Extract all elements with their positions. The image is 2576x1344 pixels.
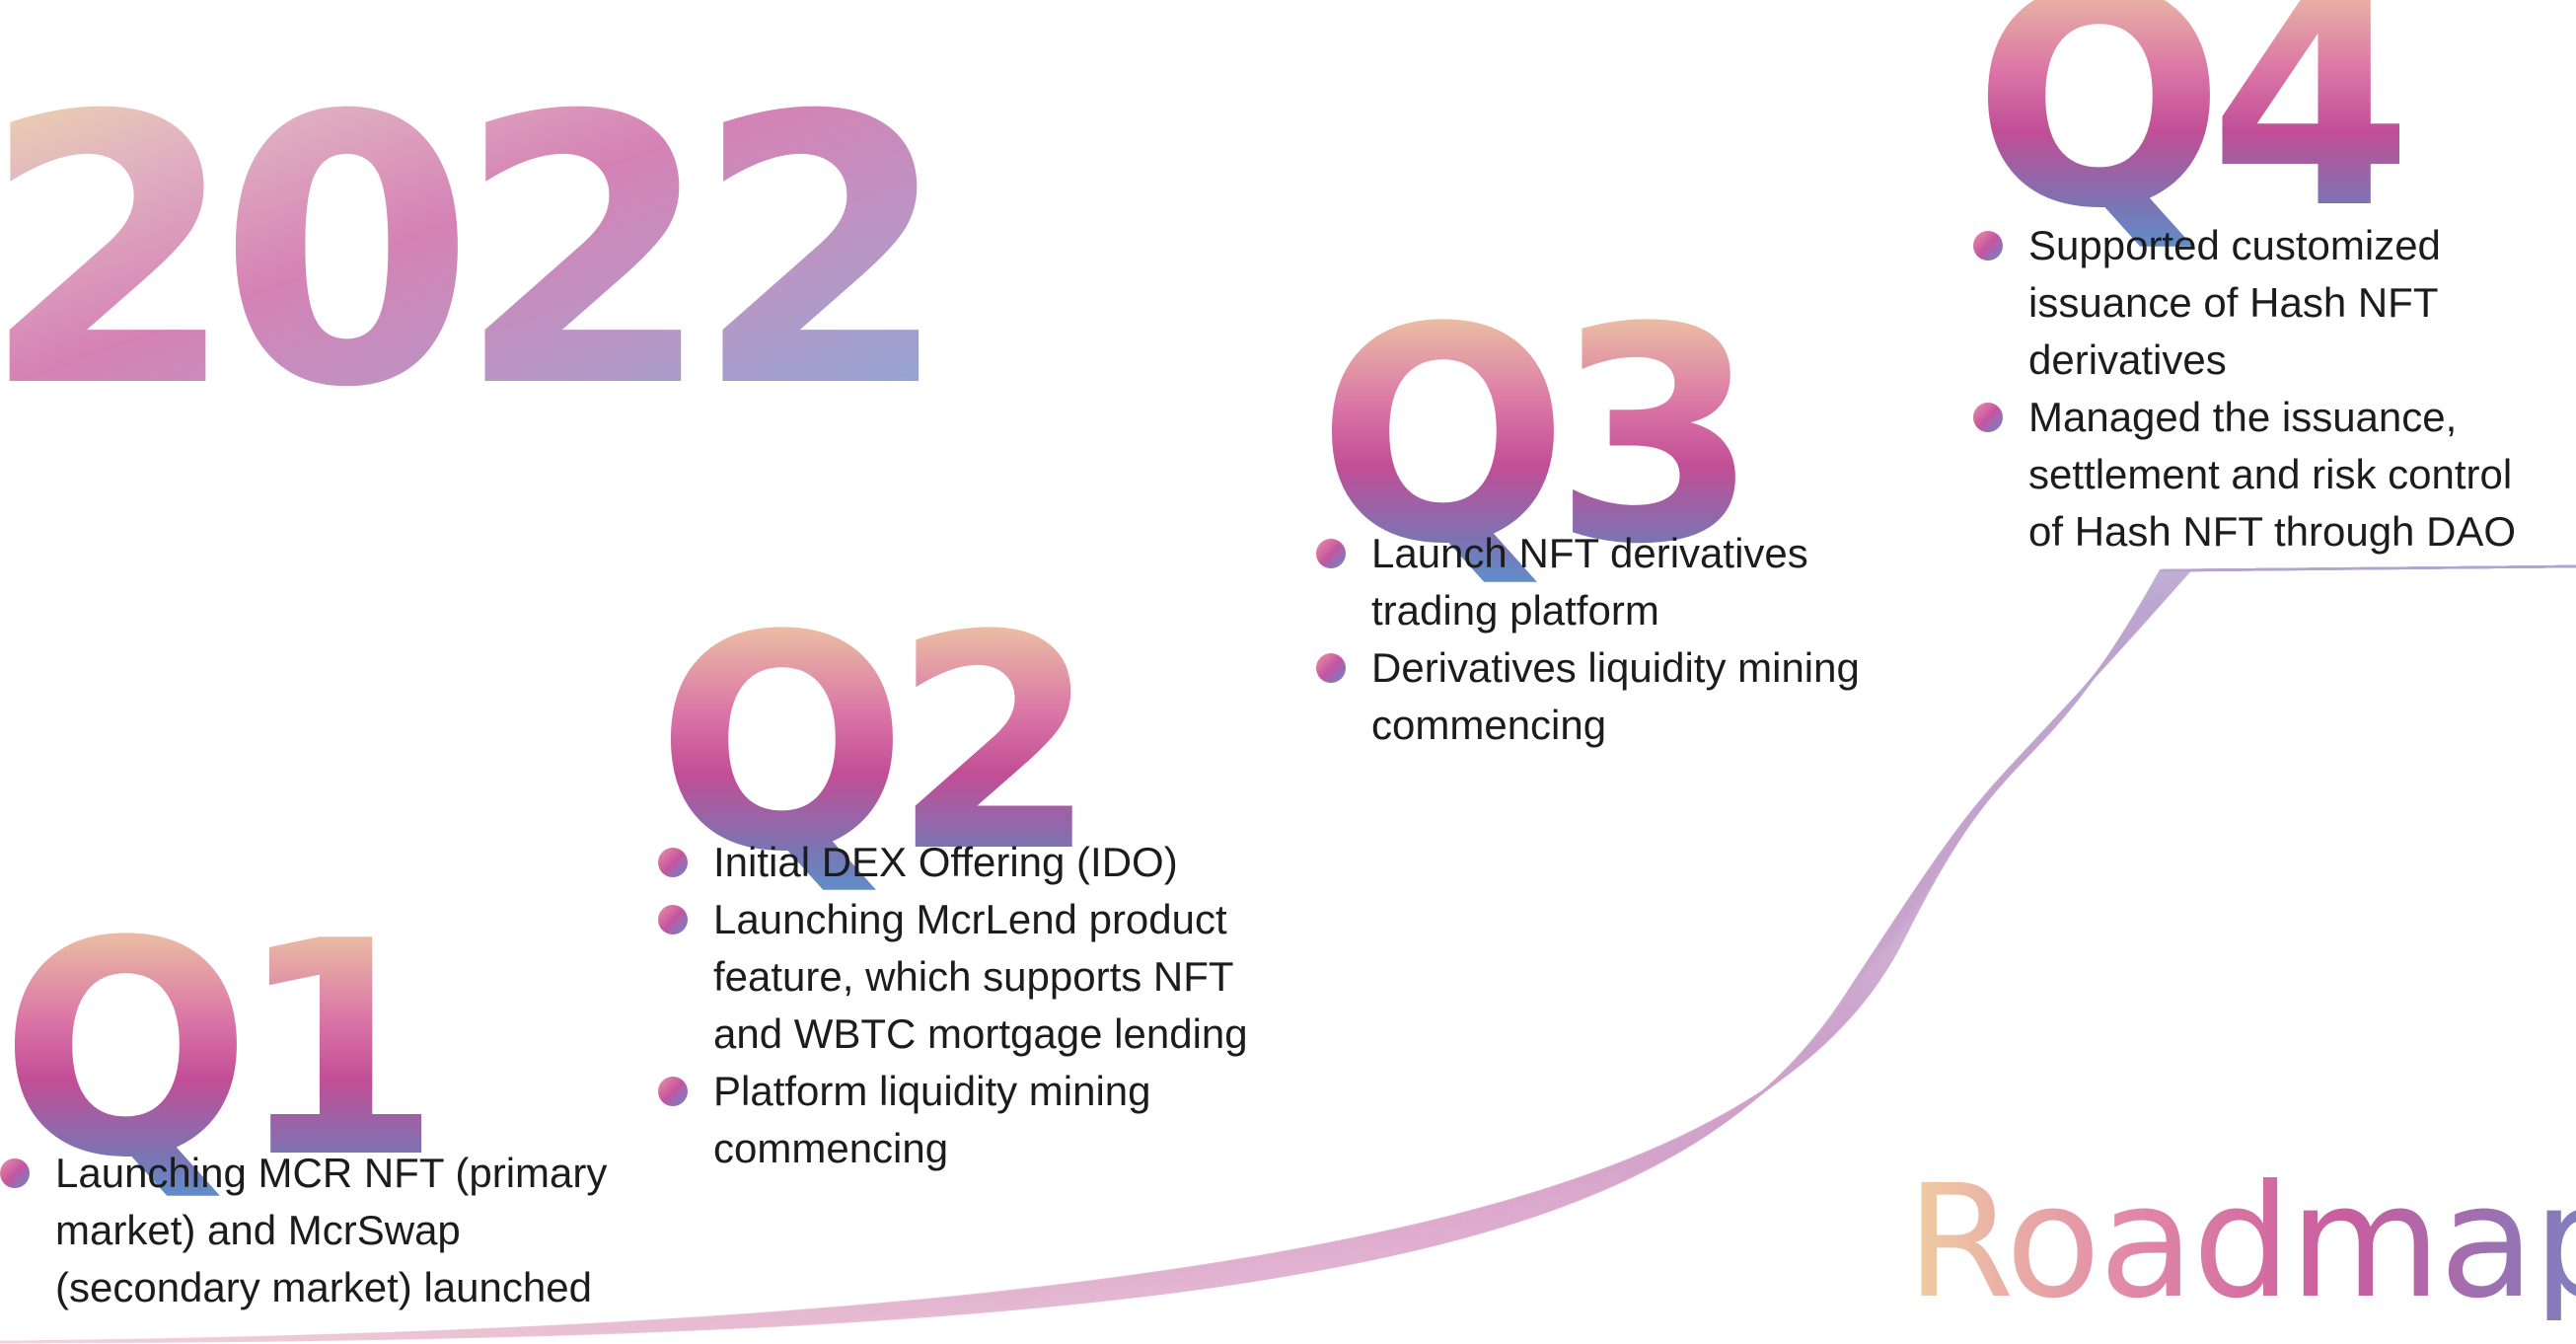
milestone-item: Launch NFT derivatives trading platform (1316, 525, 1860, 639)
milestone-item: Platform liquidity mining commencing (658, 1063, 1248, 1177)
bullet-dot-icon (1973, 403, 2003, 432)
bullet-dot-icon (1973, 231, 2003, 261)
milestone-line: (secondary market) launched (55, 1264, 592, 1310)
milestone-line: Derivatives liquidity mining (1371, 644, 1860, 691)
milestone-line: Initial DEX Offering (IDO) (713, 839, 1178, 885)
milestone-line: issuance of Hash NFT (2028, 279, 2439, 326)
milestone-line: Platform liquidity mining (713, 1068, 1151, 1114)
bullet-dot-icon (658, 848, 688, 877)
curve-lines (0, 564, 2576, 1344)
milestone-item: Derivatives liquidity mining commencing (1316, 639, 1860, 754)
bullet-dot-icon (658, 905, 688, 934)
roadmap-title: Roadmap (1906, 1164, 2576, 1320)
year-heading: 2022 (0, 69, 951, 439)
milestone-item: Managed the issuance, settlement and ris… (1973, 389, 2516, 560)
milestone-line: market) and McrSwap (55, 1207, 461, 1253)
q3-milestone-list: Launch NFT derivatives trading platform … (1316, 525, 1860, 754)
curve-strand (0, 564, 2576, 1344)
bullet-dot-icon (1316, 653, 1346, 683)
milestone-item: Launching McrLend product feature, which… (658, 891, 1248, 1063)
milestone-line: feature, which supports NFT (713, 953, 1234, 1000)
milestone-line: Launching McrLend product (713, 896, 1227, 942)
milestone-item: Supported customized issuance of Hash NF… (1973, 217, 2516, 389)
milestone-item: Launching MCR NFT (primary market) and M… (0, 1145, 607, 1316)
q4-heading: Q4 (1973, 0, 2415, 250)
q2-milestone-list: Initial DEX Offering (IDO) Launching Mcr… (658, 834, 1248, 1177)
milestone-item: Initial DEX Offering (IDO) (658, 834, 1248, 891)
milestone-line: Launch NFT derivatives (1371, 530, 1808, 576)
milestone-line: derivatives (2028, 336, 2227, 383)
milestone-line: commencing (713, 1125, 949, 1171)
q2-heading: Q2 (656, 572, 1098, 917)
milestone-line: trading platform (1371, 587, 1659, 634)
milestone-line: Managed the issuance, (2028, 394, 2458, 440)
milestone-line: and WBTC mortgage lending (713, 1010, 1248, 1057)
milestone-line: of Hash NFT through DAO (2028, 508, 2517, 555)
milestone-line: Launching MCR NFT (primary (55, 1150, 608, 1196)
bullet-dot-icon (0, 1158, 30, 1188)
milestone-line: settlement and risk control (2028, 451, 2513, 497)
q1-milestone-list: Launching MCR NFT (primary market) and M… (0, 1145, 607, 1316)
milestone-line: commencing (1371, 702, 1607, 748)
q3-heading: Q3 (1317, 264, 1759, 609)
bullet-dot-icon (1316, 539, 1346, 568)
q4-milestone-list: Supported customized issuance of Hash NF… (1973, 217, 2516, 560)
bullet-dot-icon (658, 1077, 688, 1106)
q1-heading: Q1 (0, 878, 442, 1223)
milestone-line: Supported customized (2028, 222, 2441, 268)
